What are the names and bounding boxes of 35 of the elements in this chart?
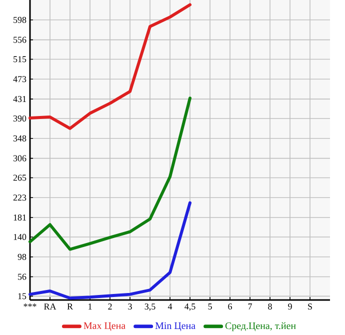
y-tick-label: 265 bbox=[13, 174, 26, 181]
x-tick-label: 3 bbox=[128, 304, 132, 310]
x-tick-label: 1 bbox=[88, 304, 92, 310]
x-tick-label: RA bbox=[44, 304, 56, 310]
y-tick-label: 98 bbox=[18, 254, 26, 260]
y-tick-label: 598 bbox=[14, 16, 26, 23]
x-tick-label: 6 bbox=[228, 304, 232, 310]
y-tick-label: 181 bbox=[14, 214, 26, 221]
x-tick-label: 2 bbox=[108, 304, 112, 310]
legend-label: Сред.Цена, т.йен bbox=[225, 322, 296, 332]
y-tick-label: 390 bbox=[13, 115, 26, 122]
x-tick-label: R bbox=[67, 304, 73, 310]
x-tick-label: 4,5 bbox=[184, 304, 196, 311]
x-tick-label: 3,5 bbox=[144, 304, 156, 311]
y-tick-label: 223 bbox=[13, 194, 26, 201]
y-tick-label: 515 bbox=[14, 56, 26, 62]
x-tick-label: 5 bbox=[208, 304, 212, 310]
x-tick-label: 4 bbox=[168, 304, 172, 310]
y-tick-label: 431 bbox=[13, 96, 26, 102]
y-tick-label: 56 bbox=[18, 274, 26, 280]
legend-label: Max Цена bbox=[84, 322, 126, 332]
x-tick-label: 8 bbox=[268, 304, 272, 310]
y-tick-label: 140 bbox=[14, 234, 26, 240]
y-tick-label: 306 bbox=[13, 155, 26, 162]
y-tick-label: 556 bbox=[14, 36, 26, 43]
y-tick-label: 473 bbox=[13, 76, 26, 82]
y-tick-label: 348 bbox=[13, 135, 26, 142]
x-tick-label: S bbox=[308, 304, 312, 310]
legend-label: Min Цена bbox=[155, 322, 196, 332]
line-series bbox=[28, 3, 192, 130]
x-tick-label: 9 bbox=[288, 304, 292, 310]
x-tick-label: *** bbox=[24, 304, 36, 307]
y-tick-label: 15 bbox=[18, 293, 26, 300]
x-tick-label: 7 bbox=[248, 304, 252, 310]
line-series bbox=[28, 96, 192, 251]
